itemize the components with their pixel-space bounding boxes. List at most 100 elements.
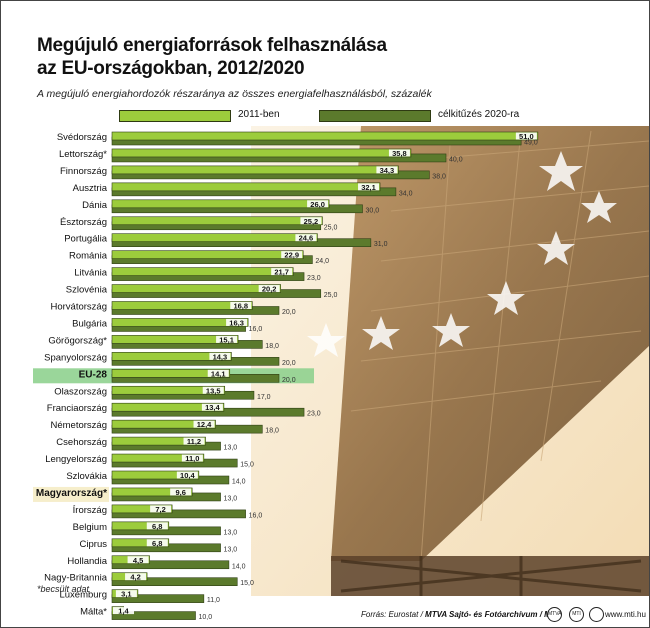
value-label-2011-row-26: 4,2 <box>130 573 140 582</box>
bar-2020-row-27 <box>111 594 205 603</box>
bar-2020-row-26 <box>111 577 238 587</box>
value-label-2020-row-19: 15,0 <box>240 462 254 469</box>
value-label-2020-row-9: 25,0 <box>324 292 338 299</box>
footnote: *becsült adat <box>37 584 90 594</box>
category-label-row-14: EU-28 <box>79 369 108 380</box>
category-label-row-20: Szlovákia <box>66 471 107 482</box>
value-label-2011-row-18: 11,2 <box>187 437 201 446</box>
hungary-highlight <box>33 486 109 502</box>
bar-2020-row-22 <box>111 509 246 519</box>
category-label-row-21: Magyarország* <box>36 488 107 499</box>
value-label-2011-row-17: 12,4 <box>197 420 212 429</box>
value-label-2011-row-15: 13,5 <box>206 386 221 395</box>
value-label-2020-row-5: 25,0 <box>324 224 338 231</box>
value-box-2011-row-4 <box>307 200 329 208</box>
value-box-2011-row-20 <box>176 471 198 479</box>
value-label-2011-row-20: 10,4 <box>180 471 195 480</box>
value-label-2020-row-16: 23,0 <box>307 411 321 418</box>
value-label-2011-row-11: 16,3 <box>229 318 244 327</box>
source-agency: MTVA Sajtó- és Fotóarchívum / MTI <box>425 610 558 619</box>
value-box-2011-row-9 <box>258 285 280 293</box>
value-box-2011-row-2 <box>376 166 398 174</box>
value-label-2011-row-8: 21,7 <box>274 268 289 277</box>
category-label-row-4: Dánia <box>82 200 108 211</box>
bar-2011-row-24 <box>111 538 170 548</box>
website-link: www.mti.hu <box>605 610 646 619</box>
value-box-2011-row-26 <box>125 573 147 581</box>
value-box-2011-row-23 <box>146 522 168 530</box>
value-label-2020-row-18: 13,0 <box>224 445 238 452</box>
value-label-2011-row-4: 26,0 <box>310 200 325 209</box>
value-box-2011-row-10 <box>230 302 252 309</box>
category-label-row-22: Írország <box>73 505 107 516</box>
value-label-2020-row-12: 18,0 <box>265 343 279 350</box>
category-label-row-24: Ciprus <box>80 539 108 550</box>
value-label-2011-row-23: 6,8 <box>152 522 162 531</box>
bar-2011-row-0 <box>111 131 539 141</box>
value-label-2020-row-13: 20,0 <box>282 360 296 367</box>
category-label-row-6: Portugália <box>64 234 107 245</box>
legend-label-2020: célkitűzés 2020-ra <box>438 109 520 120</box>
value-box-2011-row-14 <box>207 369 229 377</box>
category-label-row-19: Lengyelország <box>45 454 107 465</box>
value-label-2011-row-9: 20,2 <box>262 285 277 294</box>
value-label-2011-row-22: 7,2 <box>155 505 165 514</box>
value-label-2020-row-11: 16,0 <box>249 326 263 333</box>
bar-2011-row-21 <box>111 487 193 497</box>
value-label-2011-row-28: 1,4 <box>118 607 129 616</box>
bar-2011-row-23 <box>111 521 170 531</box>
category-label-row-12: Görögország* <box>48 335 107 346</box>
value-label-2020-row-24: 13,0 <box>224 546 238 553</box>
value-box-2011-row-27 <box>115 590 137 598</box>
value-label-2020-row-7: 24,0 <box>315 258 329 265</box>
bar-2011-row-5 <box>111 216 323 226</box>
category-label-row-13: Spanyolország <box>44 352 107 363</box>
value-box-2011-row-7 <box>281 251 303 259</box>
bar-2011-row-14 <box>111 368 231 378</box>
bar-2011-row-7 <box>111 250 304 259</box>
category-label-row-3: Ausztria <box>73 183 108 194</box>
value-label-2011-row-5: 25,2 <box>304 217 319 226</box>
category-label-row-25: Hollandia <box>67 556 107 567</box>
value-label-2020-row-27: 11,0 <box>207 597 220 604</box>
value-label-2020-row-0: 49,0 <box>524 140 538 147</box>
value-label-2020-row-17: 18,0 <box>265 428 279 435</box>
value-label-2020-row-8: 23,0 <box>307 275 321 282</box>
value-label-2011-row-1: 35,8 <box>392 149 407 158</box>
bar-2011-row-6 <box>111 233 318 242</box>
value-box-2011-row-16 <box>201 403 223 411</box>
value-label-2020-row-20: 14,0 <box>232 479 246 486</box>
category-label-row-27: Luxemburg <box>59 590 107 601</box>
bar-2011-row-13 <box>111 352 232 361</box>
value-label-2011-row-21: 9,6 <box>175 488 185 497</box>
category-label-row-2: Finnország <box>60 166 107 177</box>
value-box-2011-row-21 <box>170 488 192 496</box>
bar-2011-row-10 <box>111 301 253 310</box>
category-label-row-11: Bulgária <box>72 318 108 329</box>
category-label-row-5: Észtország <box>60 217 107 228</box>
value-label-2020-row-25: 14,0 <box>232 563 246 570</box>
value-box-2011-row-3 <box>358 183 380 191</box>
globe-icon <box>589 607 604 622</box>
category-label-row-15: Olaszország <box>54 386 107 397</box>
bar-2011-row-17 <box>111 419 216 429</box>
category-label-row-23: Belgium <box>73 522 107 533</box>
value-label-2020-row-26: 15,0 <box>240 580 254 587</box>
category-label-row-1: Lettország* <box>59 149 107 160</box>
chart-subtitle: A megújuló energiahordozók részaránya az… <box>37 88 432 100</box>
category-label-row-17: Németország <box>51 420 108 431</box>
value-label-2011-row-14: 14,1 <box>211 369 226 378</box>
category-label-row-0: Svédország <box>57 132 107 143</box>
value-box-2011-row-22 <box>150 505 172 513</box>
category-label-row-8: Litvánia <box>74 268 107 279</box>
value-label-2011-row-10: 16,8 <box>233 302 248 311</box>
legend-label-2011: 2011-ben <box>238 109 280 120</box>
source-credit: Forrás: Eurostat / MTVA Sajtó- és Fotóar… <box>361 610 558 619</box>
value-box-2011-row-1 <box>388 149 410 157</box>
value-box-2011-row-11 <box>226 318 248 326</box>
value-label-2020-row-21: 13,0 <box>224 495 238 502</box>
bar-2011-row-22 <box>111 504 173 514</box>
bar-2011-row-4 <box>111 199 330 209</box>
category-label-row-28: Málta* <box>80 607 107 618</box>
value-label-2020-row-14: 20,0 <box>282 377 296 384</box>
